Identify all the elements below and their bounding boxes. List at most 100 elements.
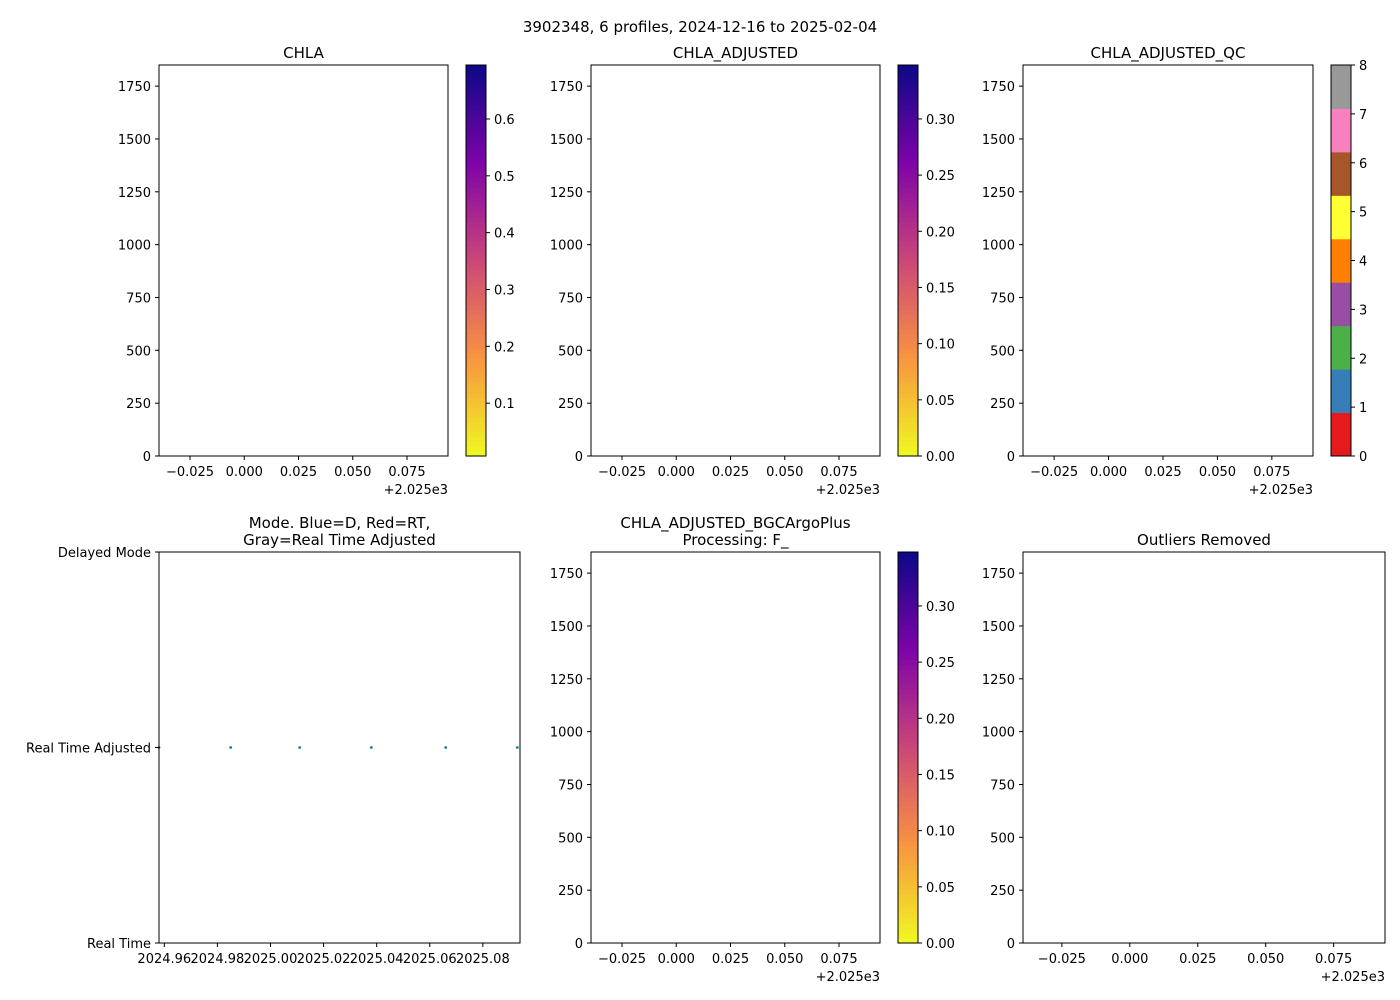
colorbar-segment bbox=[898, 392, 918, 398]
colorbar-segment bbox=[898, 938, 918, 944]
profile-column bbox=[704, 583, 763, 943]
colorbar-segment bbox=[898, 850, 918, 856]
colorbar-segment bbox=[466, 99, 486, 105]
colorbar-segment bbox=[898, 236, 918, 242]
colorbar-segment bbox=[466, 172, 486, 179]
colorbar-segment bbox=[898, 240, 918, 247]
colorbar-segment bbox=[466, 319, 486, 325]
colorbar-segment bbox=[898, 113, 918, 120]
colorbar-segment bbox=[898, 786, 918, 793]
colorbar-segment bbox=[898, 108, 918, 115]
profile-column bbox=[762, 86, 822, 456]
no-data-area bbox=[591, 583, 650, 943]
y-tick-label: Real Time Adjusted bbox=[26, 742, 151, 757]
colorbar-segment bbox=[898, 835, 918, 841]
colorbar-segment bbox=[898, 586, 918, 592]
colorbar-segment bbox=[898, 201, 918, 208]
y-tick-label: 1000 bbox=[982, 726, 1015, 741]
colorbar-segment bbox=[898, 436, 918, 442]
no-data-area bbox=[1023, 96, 1083, 457]
no-data-area bbox=[1194, 86, 1255, 456]
colorbar-segment bbox=[898, 426, 918, 433]
y-tick-label: 750 bbox=[558, 291, 583, 306]
y-tick-label: 1000 bbox=[550, 726, 583, 741]
colorbar-segment bbox=[898, 402, 918, 408]
mode-point bbox=[515, 746, 519, 749]
colorbar-segment bbox=[466, 343, 486, 350]
colorbar-segment bbox=[898, 304, 918, 310]
colorbar-segment bbox=[898, 284, 918, 291]
x-tick-label: 0.025 bbox=[1144, 465, 1181, 480]
y-tick-label: 1750 bbox=[982, 80, 1015, 95]
y-tick-label: 250 bbox=[558, 397, 583, 412]
colorbar-segment bbox=[898, 903, 918, 910]
colorbar-tick-label: 7 bbox=[1359, 108, 1367, 123]
colorbar-segment bbox=[898, 387, 918, 394]
colorbar-segment bbox=[466, 446, 486, 452]
y-tick-label: 250 bbox=[126, 397, 151, 412]
y-tick-label: 1750 bbox=[550, 80, 583, 95]
mode-point bbox=[444, 746, 448, 749]
colorbar-segment bbox=[898, 571, 918, 578]
colorbar-segment bbox=[898, 441, 918, 447]
colorbar-segment bbox=[1331, 282, 1351, 327]
x-offset-label: +2.025e3 bbox=[816, 483, 880, 498]
colorbar-segment bbox=[898, 118, 918, 125]
colorbar-segment bbox=[898, 226, 918, 232]
colorbar-segment bbox=[898, 825, 918, 832]
colorbar-segment bbox=[898, 363, 918, 369]
colorbar-segment bbox=[898, 104, 918, 110]
colorbar-segment bbox=[898, 776, 918, 783]
colorbar-segment bbox=[898, 581, 918, 587]
colorbar-segment bbox=[898, 639, 918, 646]
colorbar-segment bbox=[898, 679, 918, 685]
colorbar-tick-label: 5 bbox=[1359, 206, 1367, 221]
profile-column bbox=[591, 96, 650, 457]
x-tick-label: 0.075 bbox=[820, 952, 857, 967]
colorbar-segment bbox=[898, 319, 918, 325]
colorbar-segment bbox=[898, 148, 918, 154]
y-tick-label: Delayed Mode bbox=[58, 546, 151, 561]
colorbar-segment bbox=[898, 693, 918, 700]
colorbar-segment bbox=[898, 368, 918, 374]
colorbar-segment bbox=[898, 446, 918, 452]
y-tick-label: 0 bbox=[575, 937, 583, 952]
colorbar-segment bbox=[898, 855, 918, 861]
colorbar-segment bbox=[898, 600, 918, 607]
colorbar-segment bbox=[466, 260, 486, 266]
colorbar-tick-label: 8 bbox=[1359, 59, 1367, 74]
colorbar-segment bbox=[898, 99, 918, 105]
colorbar-segment bbox=[898, 152, 918, 159]
x-tick-label: 0.050 bbox=[334, 465, 371, 480]
colorbar-segment bbox=[898, 299, 918, 306]
y-tick-label: 1000 bbox=[118, 239, 151, 254]
colorbar-segment bbox=[466, 280, 486, 286]
profile-column bbox=[1194, 86, 1255, 456]
no-data-area bbox=[1136, 96, 1196, 457]
colorbar-segment bbox=[898, 270, 918, 276]
colorbar-tick-label: 1 bbox=[1359, 401, 1367, 416]
x-tick-label: 2025.00 bbox=[244, 952, 298, 967]
y-tick-label: 250 bbox=[990, 884, 1015, 899]
colorbar-segment bbox=[898, 928, 918, 934]
colorbar-segment bbox=[466, 392, 486, 398]
colorbar-segment bbox=[898, 280, 918, 286]
colorbar-segment bbox=[466, 372, 486, 379]
x-tick-label: 0.050 bbox=[1247, 952, 1284, 967]
colorbar-segment bbox=[898, 309, 918, 315]
x-tick-label: 0.000 bbox=[1090, 465, 1127, 480]
no-data-area bbox=[591, 96, 650, 457]
colorbar-frame bbox=[465, 64, 487, 457]
y-tick-label: 250 bbox=[558, 884, 583, 899]
x-tick-label: 0.025 bbox=[1179, 952, 1216, 967]
colorbar-segment bbox=[898, 407, 918, 413]
y-tick-label: 1750 bbox=[118, 80, 151, 95]
colorbar-segment bbox=[898, 659, 918, 666]
colorbar-segment bbox=[898, 576, 918, 582]
colorbar-segment bbox=[898, 708, 918, 714]
profile-column bbox=[1136, 96, 1196, 457]
colorbar-segment bbox=[898, 815, 918, 822]
colorbar-segment bbox=[898, 143, 918, 149]
colorbar-segment bbox=[466, 270, 486, 276]
colorbar-segment bbox=[466, 128, 486, 135]
